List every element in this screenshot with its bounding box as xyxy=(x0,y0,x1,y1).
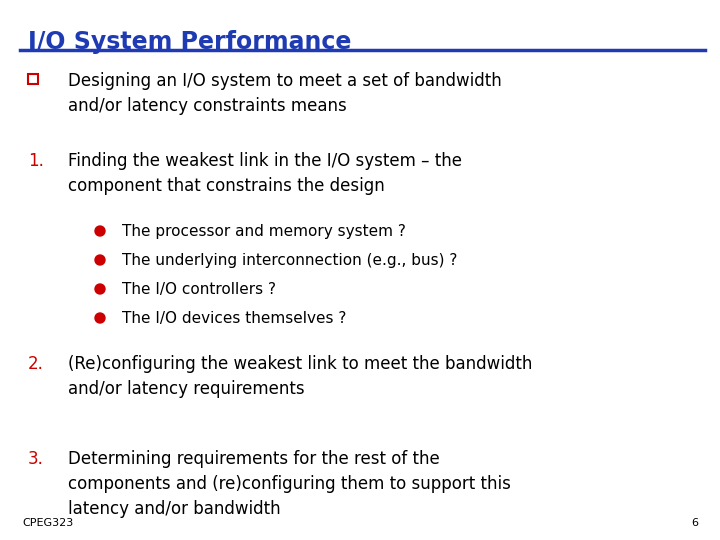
Text: 6: 6 xyxy=(691,518,698,528)
Circle shape xyxy=(95,284,105,294)
Bar xyxy=(28,74,38,84)
Circle shape xyxy=(95,255,105,265)
Text: 2.: 2. xyxy=(28,355,44,373)
Text: 3.: 3. xyxy=(28,450,44,468)
Text: Designing an I/O system to meet a set of bandwidth
and/or latency constraints me: Designing an I/O system to meet a set of… xyxy=(68,72,502,115)
Text: CPEG323: CPEG323 xyxy=(22,518,73,528)
Text: The processor and memory system ?: The processor and memory system ? xyxy=(122,224,406,239)
Text: The I/O controllers ?: The I/O controllers ? xyxy=(122,282,276,297)
Text: Determining requirements for the rest of the
components and (re)configuring them: Determining requirements for the rest of… xyxy=(68,450,511,518)
Text: I/O System Performance: I/O System Performance xyxy=(28,30,351,54)
Text: 1.: 1. xyxy=(28,152,44,170)
Circle shape xyxy=(95,226,105,236)
Circle shape xyxy=(95,313,105,323)
Text: The underlying interconnection (e.g., bus) ?: The underlying interconnection (e.g., bu… xyxy=(122,253,457,268)
Text: (Re)configuring the weakest link to meet the bandwidth
and/or latency requiremen: (Re)configuring the weakest link to meet… xyxy=(68,355,532,398)
Text: Finding the weakest link in the I/O system – the
component that constrains the d: Finding the weakest link in the I/O syst… xyxy=(68,152,462,195)
Text: The I/O devices themselves ?: The I/O devices themselves ? xyxy=(122,311,346,326)
